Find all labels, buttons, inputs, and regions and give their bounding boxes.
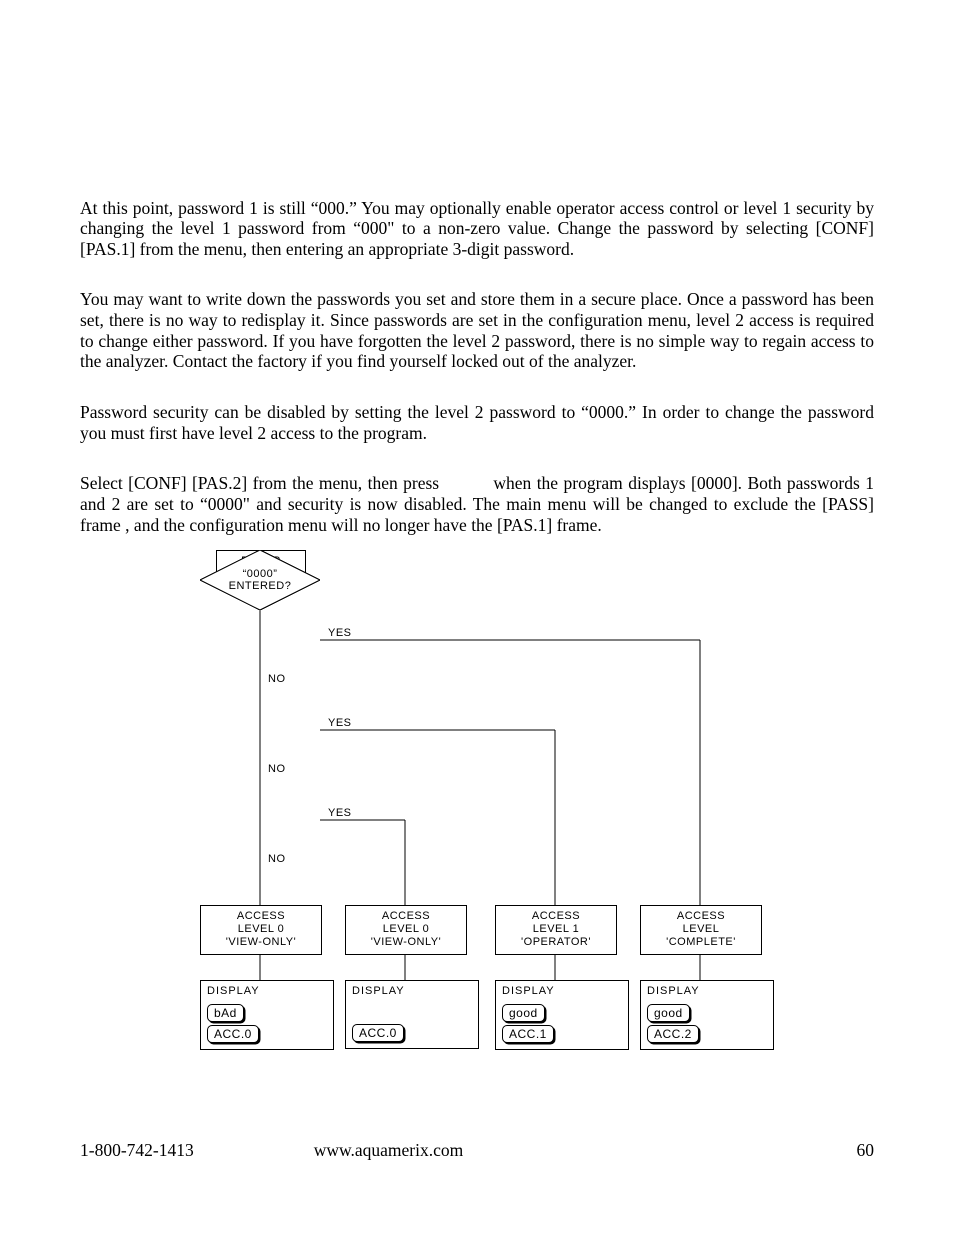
decision-2-no: NO	[268, 763, 286, 775]
outcome-2-l2: LEVEL 1	[533, 923, 580, 935]
paragraph-4: Select [CONF] [PAS.2] from the menu, the…	[80, 473, 874, 535]
outcome-3-l2: LEVEL	[683, 923, 720, 935]
outcome-2: ACCESS LEVEL 1 'OPERATOR'	[495, 905, 617, 955]
page-footer: 1-800-742-1413 www.aquamerix.com 60	[80, 1140, 874, 1161]
footer-url: www.aquamerix.com	[314, 1140, 464, 1161]
paragraph-3: Password security can be disabled by set…	[80, 402, 874, 443]
outcome-0-l3: 'VIEW-ONLY'	[226, 936, 296, 948]
outcome-3: ACCESS LEVEL 'COMPLETE'	[640, 905, 762, 955]
display-3-title: DISPLAY	[647, 985, 767, 997]
outcome-0-l1: ACCESS	[237, 910, 285, 922]
footer-phone: 1-800-742-1413	[80, 1140, 194, 1161]
outcome-3-l1: ACCESS	[677, 910, 725, 922]
outcome-2-l3: 'OPERATOR'	[521, 936, 591, 948]
decision-3: “0000” ENTERED?	[200, 550, 320, 610]
display-0-chip1: bAd	[207, 1004, 244, 1022]
display-2-chip2: ACC.1	[502, 1025, 554, 1043]
outcome-0-l2: LEVEL 0	[238, 923, 285, 935]
decision-1-no: NO	[268, 673, 286, 685]
outcome-1: ACCESS LEVEL 0 'VIEW-ONLY'	[345, 905, 467, 955]
display-1: DISPLAY ACC.0	[345, 980, 479, 1049]
display-2-title: DISPLAY	[502, 985, 622, 997]
display-3-chip1: good	[647, 1004, 690, 1022]
display-1-title: DISPLAY	[352, 985, 472, 997]
display-0-chip2: ACC.0	[207, 1025, 259, 1043]
password-flowchart: ENTER PASSWORD PASSWORD 2 ENTERED? YES N…	[200, 550, 850, 1070]
display-2: DISPLAY good ACC.1	[495, 980, 629, 1050]
footer-page-number: 60	[857, 1140, 875, 1161]
outcome-1-l2: LEVEL 0	[383, 923, 430, 935]
decision-3-no: NO	[268, 853, 286, 865]
paragraph-2: You may want to write down the passwords…	[80, 289, 874, 372]
paragraph-1: At this point, password 1 is still “000.…	[80, 198, 874, 260]
outcome-2-l1: ACCESS	[532, 910, 580, 922]
outcome-0: ACCESS LEVEL 0 'VIEW-ONLY'	[200, 905, 322, 955]
outcome-1-l3: 'VIEW-ONLY'	[371, 936, 441, 948]
display-0-title: DISPLAY	[207, 985, 327, 997]
decision-2-yes: YES	[328, 717, 352, 729]
outcome-3-l3: 'COMPLETE'	[666, 936, 736, 948]
outcome-1-l1: ACCESS	[382, 910, 430, 922]
display-2-chip1: good	[502, 1004, 545, 1022]
display-0: DISPLAY bAd ACC.0	[200, 980, 334, 1050]
decision-1-yes: YES	[328, 627, 352, 639]
display-3-chip2: ACC.2	[647, 1025, 699, 1043]
decision-3-line2: ENTERED?	[229, 580, 292, 592]
display-3: DISPLAY good ACC.2	[640, 980, 774, 1050]
decision-3-line1: “0000”	[243, 568, 278, 580]
decision-3-yes: YES	[328, 807, 352, 819]
display-1-chip2: ACC.0	[352, 1024, 404, 1042]
